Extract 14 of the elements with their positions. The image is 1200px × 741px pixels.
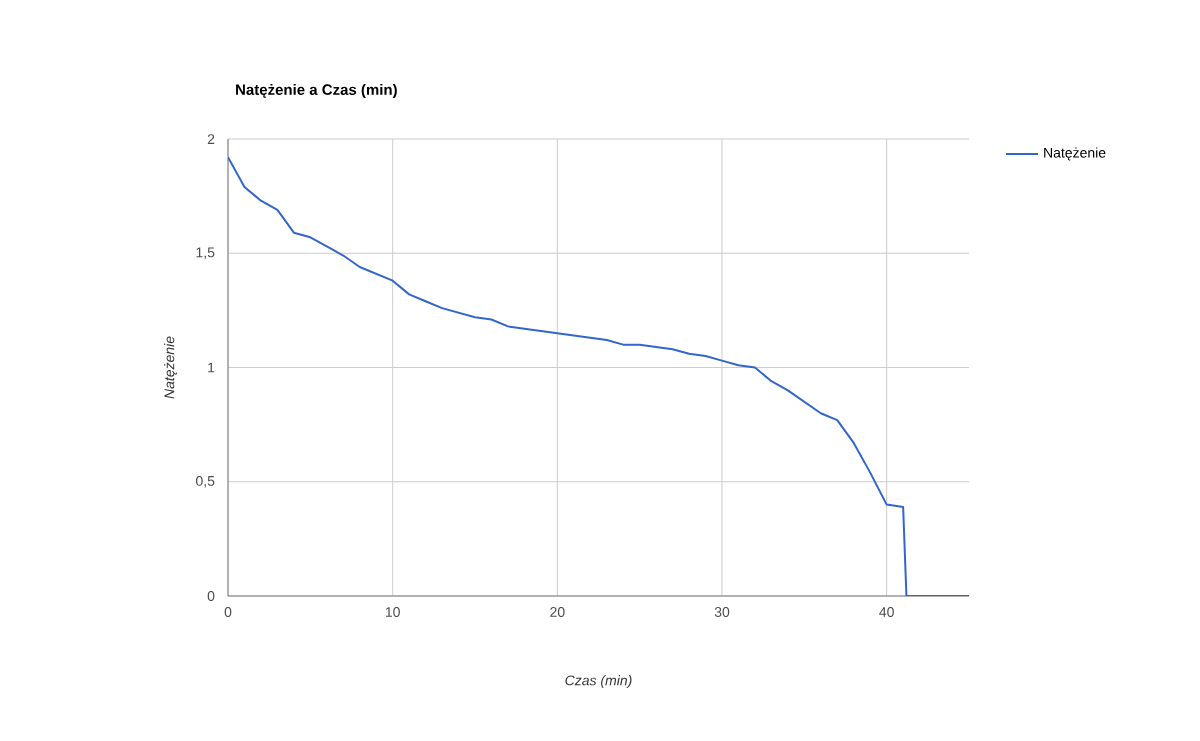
x-tick-label: 20 <box>550 607 565 617</box>
y-tick-label: 0,5 <box>196 475 215 488</box>
x-axis-title: Czas (min) <box>565 675 632 689</box>
y-tick-label: 1 <box>208 362 215 373</box>
y-tick-label: 0 <box>207 591 215 601</box>
chart-title: Natężenie a Czas (min) <box>236 83 397 98</box>
x-tick-label: 0 <box>224 607 232 617</box>
y-tick-label: 2 <box>207 134 215 144</box>
x-tick-label: 10 <box>385 607 400 617</box>
y-tick-label: 1,5 <box>196 247 215 259</box>
y-axis-title: Natężenie <box>164 336 177 399</box>
legend-label: Natężenie <box>1044 147 1106 161</box>
x-tick-label: 30 <box>714 607 730 617</box>
x-tick-label: 40 <box>879 607 894 617</box>
